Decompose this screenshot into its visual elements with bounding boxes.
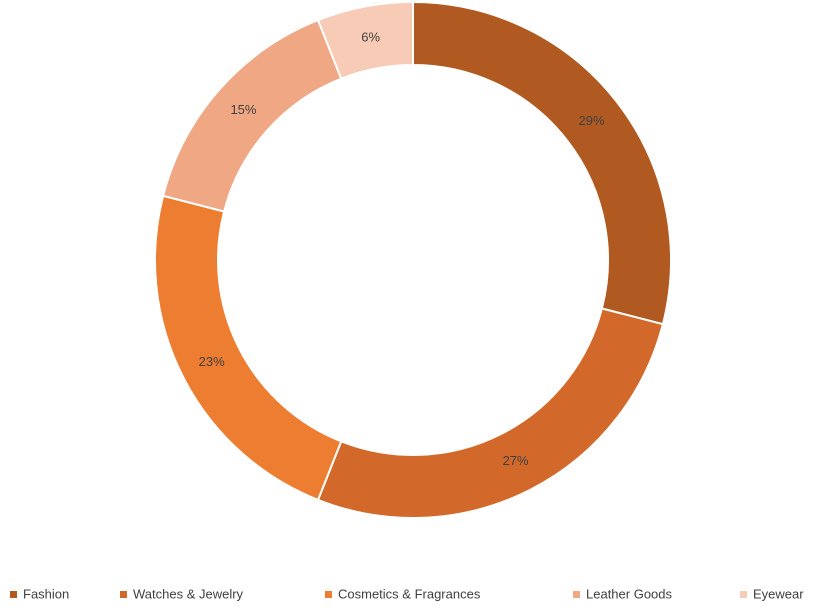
donut-segment (316, 307, 665, 519)
data-label: 23% (199, 354, 225, 369)
legend-swatch (10, 591, 17, 598)
legend-swatch (325, 591, 332, 598)
legend-label: Eyewear (753, 586, 804, 601)
legend-label: Fashion (23, 586, 69, 601)
legend-swatch (740, 591, 747, 598)
donut-segment (316, 0, 414, 80)
data-label: 29% (579, 113, 605, 128)
legend-swatch (120, 591, 127, 598)
donut-segment (412, 0, 672, 326)
data-label: 15% (230, 102, 256, 117)
donut-segment (154, 194, 343, 502)
legend-label: Leather Goods (586, 586, 673, 601)
legend-swatch (573, 591, 580, 598)
data-label: 27% (503, 453, 529, 468)
legend-label: Watches & Jewelry (133, 586, 244, 601)
legend-label: Cosmetics & Fragrances (338, 586, 481, 601)
data-label: 6% (361, 29, 380, 44)
